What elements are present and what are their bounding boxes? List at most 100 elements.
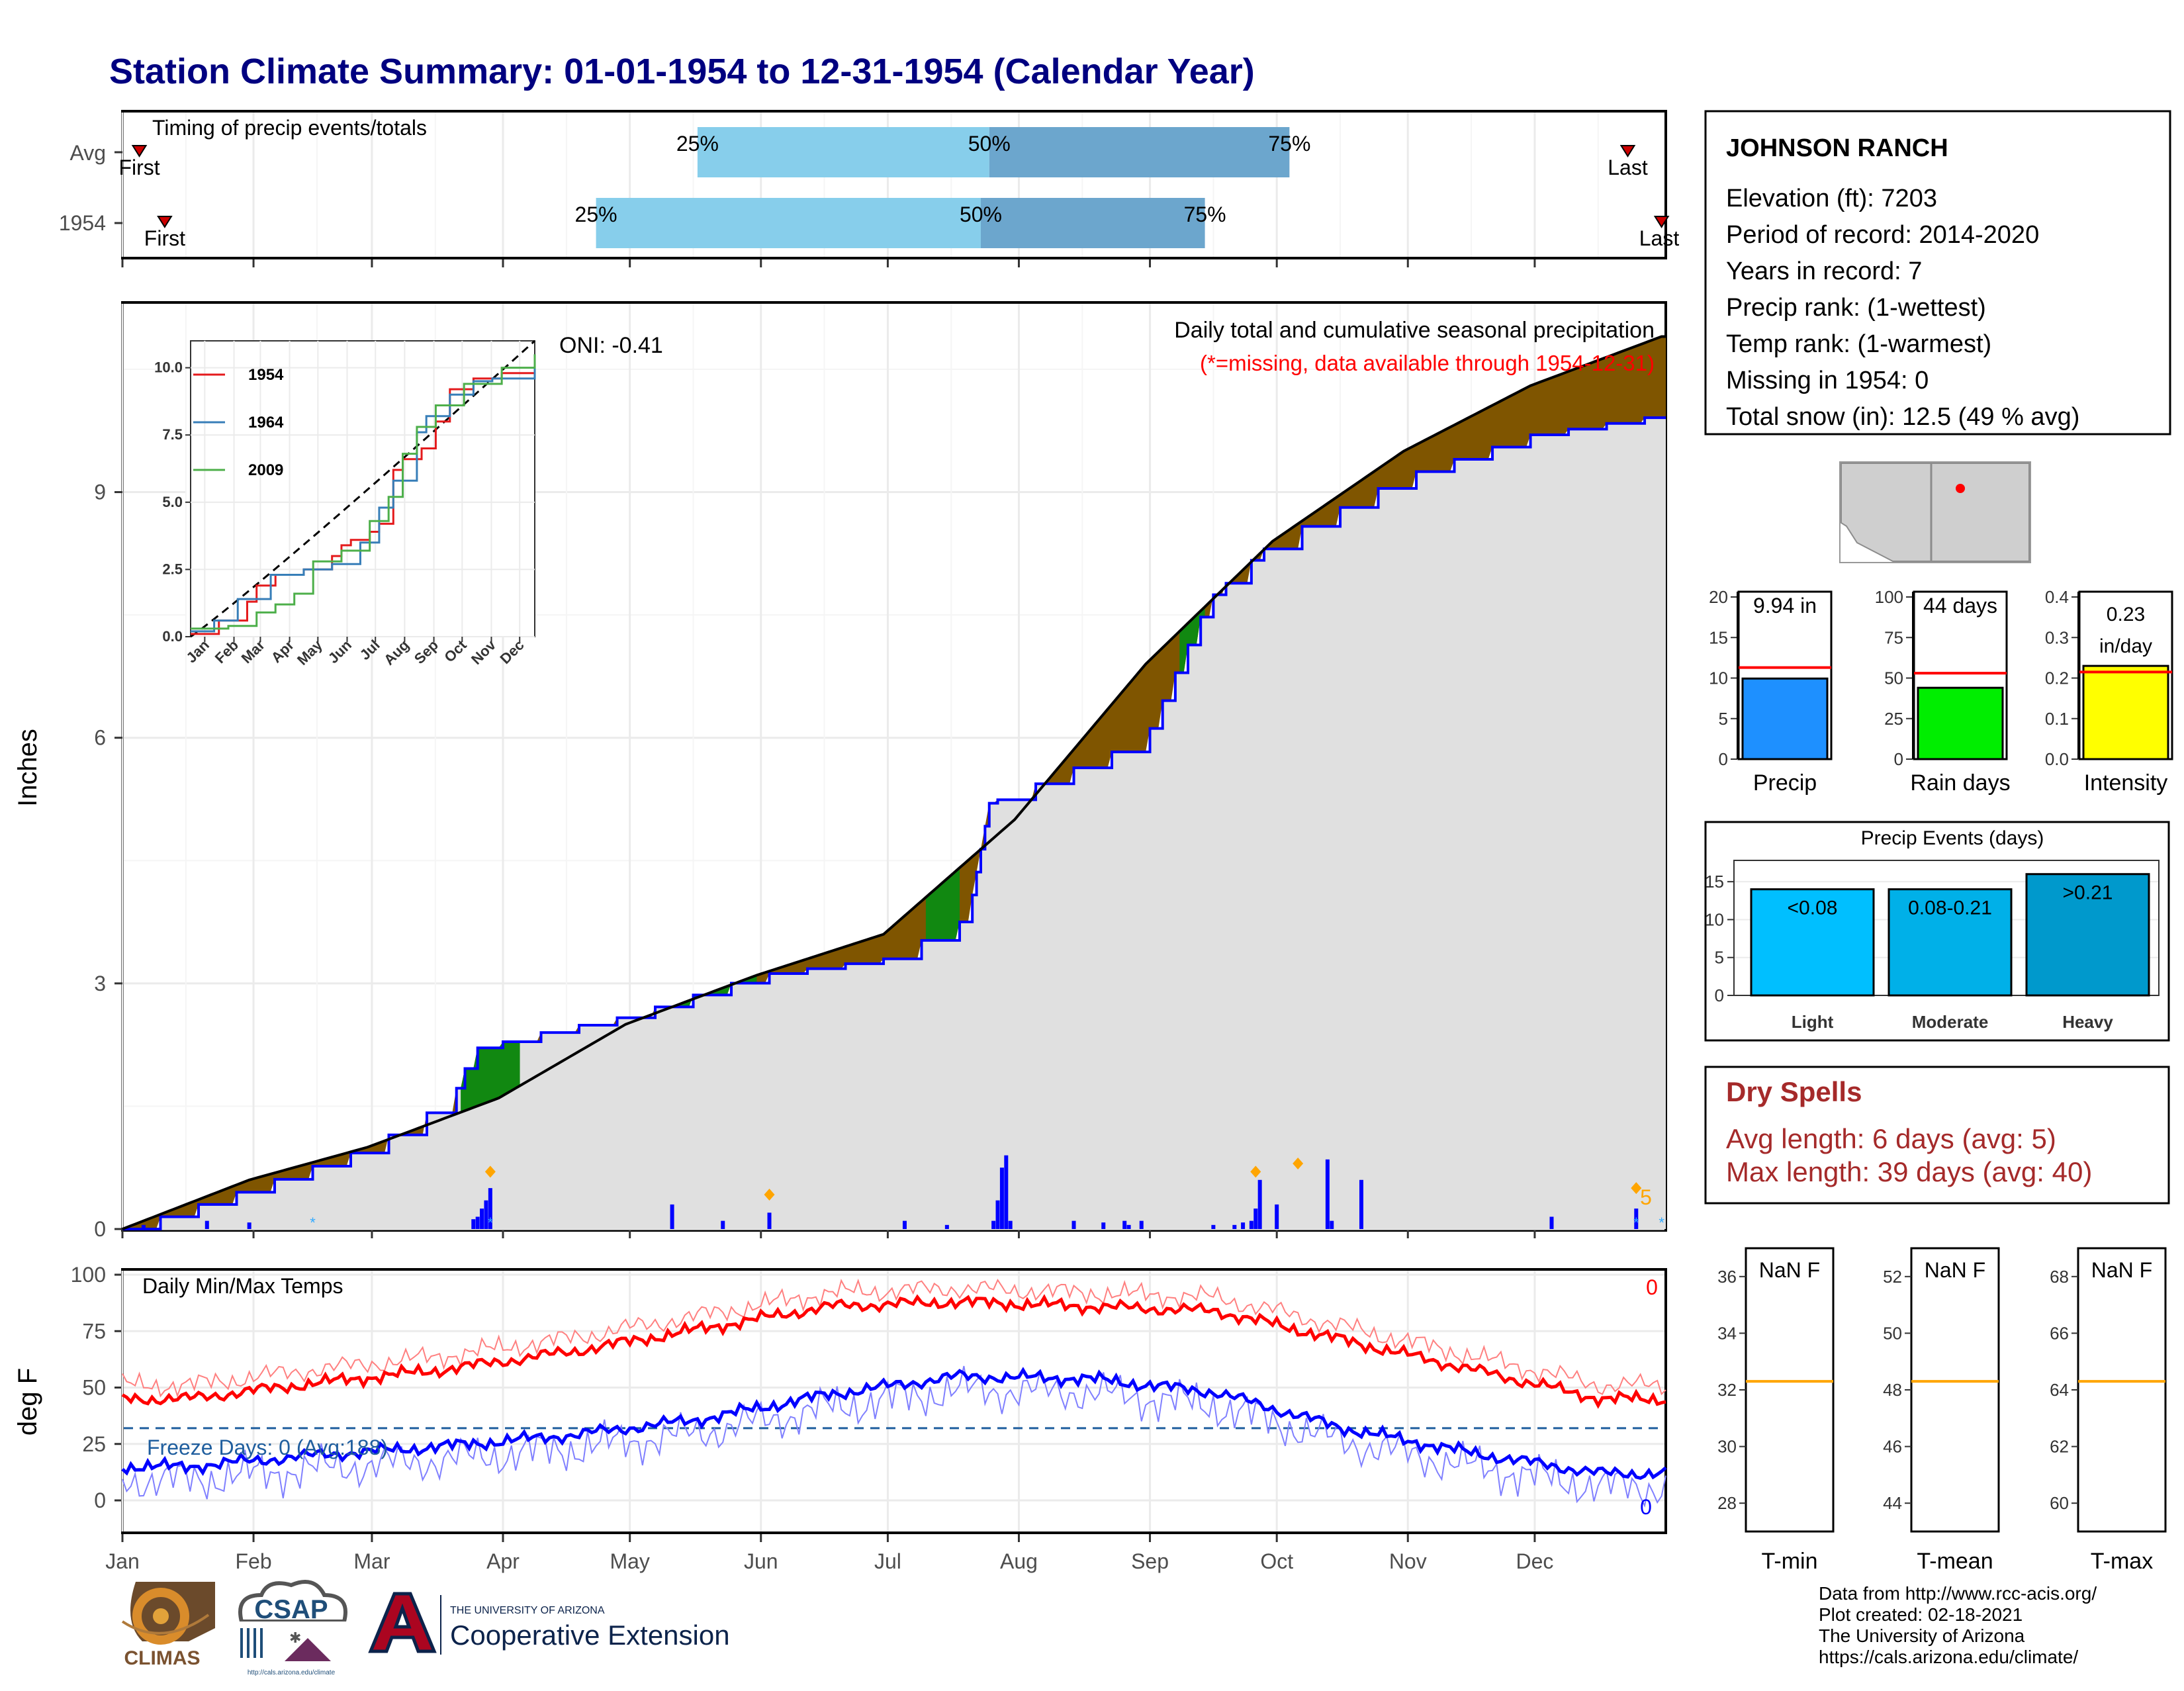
climas-text: CLIMAS [124,1647,201,1669]
station-missing: Missing in 1954: 0 [1726,367,1929,394]
footer-credits: Data from http://www.rcc-acis.org/ Plot … [1819,1583,2097,1668]
daily-precip-bar [1275,1204,1279,1229]
temp-box-value: NaN F [2091,1258,2152,1282]
y-tick-label: 6 [94,726,106,750]
events-category-label: Heavy [2062,1012,2113,1032]
precip-panel: * * * * 0 3 6 9 Inches ONI: -0.41 Daily total … [13,301,1667,1241]
daily-precip-bar [205,1220,209,1229]
daily-precip-bar [1071,1220,1076,1229]
temp-box-frame [2077,1247,2167,1533]
month-label: Dec [1516,1549,1553,1573]
temp-box-y-tick-label: 48 [1883,1380,1902,1400]
bar-y-tick-label: 10 [1709,668,1728,688]
events-y-tick-label: 0 [1715,985,1724,1005]
timing-bar-q25-q50 [697,127,989,177]
month-label: Aug [1000,1549,1038,1573]
inset-y-tick-label: 0.0 [162,628,183,645]
inset-y-tick-label: 7.5 [162,426,183,443]
temp-box-frame [1745,1247,1835,1533]
temp-box-y-tick-label: 52 [1883,1267,1902,1287]
temp-box-value: NaN F [1925,1258,1985,1282]
bar-y-tick-label: 0.1 [2045,709,2069,729]
daily-precip-bar [767,1212,772,1229]
y-tick-label: 25 [82,1432,106,1456]
temp-box-y-tick-label: 64 [2050,1380,2069,1400]
inset-y-tick-label: 5.0 [162,494,183,510]
snow-marker [1250,1165,1261,1178]
y-tick-label: 0 [94,1488,106,1512]
daily-precip-bar [1126,1224,1131,1229]
intensity-bar [2082,664,2169,760]
bar-y-tick-label: 25 [1884,709,1903,729]
max-count: 0 [1646,1275,1658,1299]
csap-text: CSAP [254,1595,328,1624]
daily-precip-bar [1257,1179,1262,1229]
csap-url: http://cals.arizona.edu/climate [248,1669,336,1676]
temp-box-y-tick-label: 62 [2050,1437,2069,1457]
inset-y-tick-label: 10.0 [154,359,183,376]
inset-legend-label: 1954 [248,366,284,384]
raindays-value: 44 days [1923,594,1997,617]
y-tick-label: 100 [71,1263,106,1287]
observed-area [122,418,1666,1229]
daily-precip-bar [1634,1209,1639,1229]
daily-precip-bar [1122,1220,1127,1229]
climas-logo: CLIMAS [109,1582,215,1674]
dry-spells-box: Dry Spells Avg length: 6 days (avg: 5) M… [1704,1066,2170,1205]
daily-precip-bar [484,1200,488,1229]
svg-text:✱: ✱ [289,1629,301,1646]
missing-marker: * [310,1214,316,1231]
first-event-marker [131,145,148,158]
csap-emblem: CSAP ✱ http://cals.arizona.edu/climate [235,1580,347,1676]
events-y-tick-label: 10 [1705,909,1724,929]
temp-box-y-tick-label: 44 [1883,1493,1902,1513]
precip-missing-note: (*=missing, data available through 1954-… [1200,351,1655,375]
month-label: Jun [744,1549,778,1573]
events-bar-moderate [1888,888,2013,997]
annual-bar-charts: 0 5 10 15 20 9.94 in Precip 0 25 50 75 100 44 days Ra… [1709,587,2173,796]
timing-panel: 25% 50% 75% First Last 25% 50% 75% First Last Tim… [59,110,1679,259]
daily-precip-bar [991,1220,996,1229]
daily-precip-bar [944,1224,949,1229]
timing-row-label-year: 1954 [59,211,106,235]
events-category-label: Moderate [1912,1012,1989,1032]
precip-heading: Daily total and cumulative seasonal prec… [1174,318,1655,343]
events-y-tick-label: 15 [1705,872,1724,891]
temp-box-y-tick-label: 28 [1717,1493,1737,1513]
temp-box-y-tick-label: 36 [1717,1267,1737,1287]
daily-precip-bar [902,1220,907,1229]
surplus-area [461,1041,520,1113]
daily-precip-bar [141,1224,146,1229]
month-label: Sep [1131,1549,1169,1573]
footer-line-4: https://cals.arizona.edu/climate/ [1819,1647,2079,1667]
events-bar-heavy [2025,873,2150,997]
intensity-value-unit: in/day [2099,635,2152,657]
timing-q75-label: 75% [1268,132,1310,156]
events-bar-label: <0.08 [1788,897,1838,919]
intensity-label: Intensity [2084,770,2168,796]
y-tick-label: 75 [82,1319,106,1343]
dry-spells-avg: Avg length: 6 days (avg: 5) [1726,1123,2056,1154]
temp-box-label: T-max [2091,1549,2153,1574]
timing-q25-label: 25% [676,132,719,156]
precip-bar [1741,677,1829,760]
temp-box-y-tick-label: 30 [1717,1437,1737,1457]
bar-y-tick-label: 100 [1875,587,1903,607]
station-precip-rank: Precip rank: (1-wettest) [1726,294,1986,322]
inset-series-line-1964 [191,354,536,633]
daily-precip-bar [475,1216,480,1229]
ua-big-text: Cooperative Extension [450,1620,730,1651]
first-event-marker [157,216,173,228]
events-title: Precip Events (days) [1861,827,2044,849]
bar-y-tick-label: 75 [1884,627,1903,647]
bar-y-tick-label: 0.2 [2045,668,2069,688]
daily-precip-bar [1325,1159,1330,1229]
temp-box-y-tick-label: 46 [1883,1437,1902,1457]
daily-precip-bar [1249,1220,1253,1229]
station-name: JOHNSON RANCH [1726,134,1948,162]
y-tick-label: 50 [82,1376,106,1400]
temp-y-axis-label: deg F [13,1368,42,1436]
station-location-dot [1956,484,1965,493]
locator-map [1839,461,2031,563]
events-bar-label: 0.08-0.21 [1908,897,1992,919]
